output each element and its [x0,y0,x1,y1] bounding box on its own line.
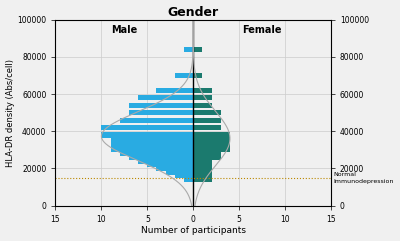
Bar [193,177,212,182]
Bar [110,147,193,153]
Bar [138,158,193,164]
Bar [193,173,212,179]
Bar [129,110,193,115]
Text: Male: Male [111,25,138,35]
Bar [193,132,230,138]
Bar [193,95,212,100]
Bar [138,95,193,100]
Bar [184,177,193,182]
Text: Immunodepression: Immunodepression [334,179,394,184]
Bar [193,118,221,123]
Bar [120,151,193,156]
Bar [193,103,212,108]
Bar [193,125,221,130]
Bar [193,155,221,160]
Bar [193,151,221,156]
Bar [102,132,193,138]
Bar [184,47,193,52]
Bar [193,147,230,153]
Bar [193,170,212,175]
X-axis label: Number of participants: Number of participants [141,227,246,235]
Bar [110,144,193,149]
Bar [129,103,193,108]
Bar [175,73,193,78]
Bar [175,173,193,179]
Text: Female: Female [242,25,282,35]
Bar [193,73,202,78]
Bar [193,144,230,149]
Bar [193,166,212,171]
Text: Normal: Normal [334,172,356,177]
Bar [193,110,221,115]
Y-axis label: HLA-DR density (Abs/cell): HLA-DR density (Abs/cell) [6,59,14,167]
Bar [193,162,212,167]
Title: Gender: Gender [168,6,219,19]
Bar [166,170,193,175]
Bar [193,136,230,141]
Bar [193,158,212,164]
Bar [193,47,202,52]
Bar [102,125,193,130]
Bar [110,136,193,141]
Bar [156,88,193,93]
Bar [156,166,193,171]
Bar [129,155,193,160]
Bar [147,162,193,167]
Bar [110,140,193,145]
Bar [120,118,193,123]
Bar [193,140,230,145]
Bar [193,88,212,93]
